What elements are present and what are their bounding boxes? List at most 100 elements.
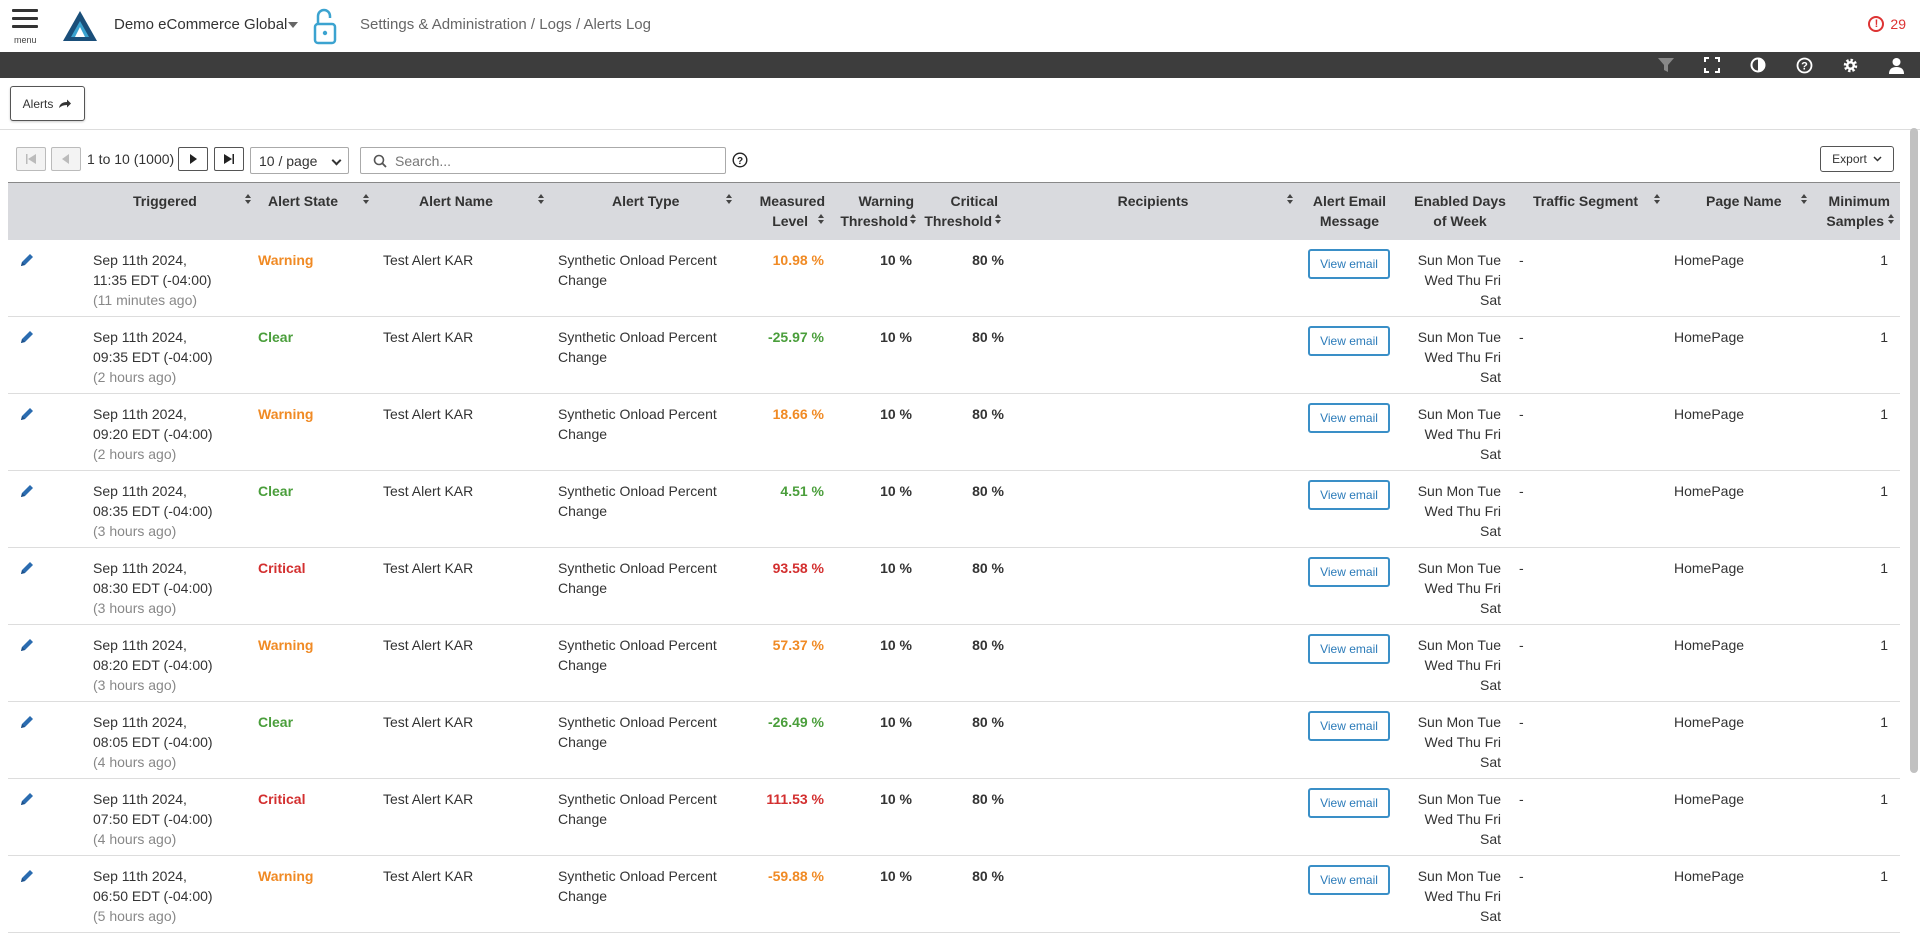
measured-level-value: -26.49 % xyxy=(767,714,824,730)
alert-type-line2: Change xyxy=(558,734,608,750)
column-header-measured-level[interactable]: Measured Level xyxy=(743,182,828,240)
view-email-button[interactable]: View email xyxy=(1308,480,1390,510)
pencil-edit-icon[interactable] xyxy=(19,714,35,730)
sort-icon[interactable] xyxy=(244,193,252,207)
pencil-edit-icon[interactable] xyxy=(19,868,35,884)
sort-icon[interactable] xyxy=(537,193,545,207)
column-header-traffic-segment[interactable]: Traffic Segment xyxy=(1519,182,1666,240)
alert-state-badge: Warning xyxy=(258,637,314,653)
triggered-time: 08:05 EDT (-04:00) xyxy=(93,734,213,750)
table-row: Sep 11th 2024, 11:35 EDT (-04:00) (11 mi… xyxy=(8,239,1900,317)
alert-name: Test Alert KAR xyxy=(383,483,474,499)
toolbar: ? xyxy=(0,52,1920,78)
alert-type-line2: Change xyxy=(558,503,608,519)
sort-icon[interactable] xyxy=(1286,193,1294,207)
user-icon[interactable] xyxy=(1886,55,1906,75)
app-switcher-chevron-down-icon[interactable] xyxy=(288,22,298,28)
alert-state-cell: Warning xyxy=(258,624,383,702)
column-header-triggered[interactable]: Triggered xyxy=(93,182,258,240)
pencil-edit-icon[interactable] xyxy=(19,329,35,345)
settings-icon[interactable] xyxy=(1840,55,1860,75)
column-header-recipients[interactable]: Recipients xyxy=(1008,182,1298,240)
last-page-button[interactable] xyxy=(214,147,244,171)
sort-icon[interactable] xyxy=(1887,213,1895,227)
days-line3: Sat xyxy=(1479,291,1501,308)
column-header-warning-threshold[interactable]: Warning Threshold xyxy=(828,182,920,240)
alert-state-badge: Warning xyxy=(258,406,314,422)
critical-threshold-cell: 80 % xyxy=(920,701,1008,779)
pencil-edit-icon[interactable] xyxy=(19,406,35,422)
measured-level-cell: -59.88 % xyxy=(743,855,828,933)
triggered-cell: Sep 11th 2024, 08:20 EDT (-04:00) (3 hou… xyxy=(93,624,258,702)
view-email-button[interactable]: View email xyxy=(1308,326,1390,356)
critical-threshold-cell: 80 % xyxy=(920,239,1008,317)
search-help-icon[interactable]: ? xyxy=(732,152,748,168)
pencil-edit-icon[interactable] xyxy=(19,637,35,653)
next-page-button[interactable] xyxy=(178,147,208,171)
measured-level-value: 10.98 % xyxy=(772,251,824,268)
column-header-page-name[interactable]: Page Name xyxy=(1666,182,1813,240)
column-header-alert-state[interactable]: Alert State xyxy=(258,182,383,240)
first-page-button[interactable] xyxy=(16,147,46,171)
sort-icon[interactable] xyxy=(994,213,1002,227)
menu-label: menu xyxy=(14,35,37,45)
critical-threshold-cell: 80 % xyxy=(920,316,1008,394)
triggered-relative: (3 hours ago) xyxy=(93,600,177,616)
column-header-alert-type[interactable]: Alert Type xyxy=(558,182,743,240)
pencil-edit-icon[interactable] xyxy=(19,483,35,499)
search-input[interactable] xyxy=(395,151,715,170)
days-line1: Sun Mon Tue xyxy=(1417,329,1501,345)
menu-button[interactable]: menu xyxy=(12,9,40,47)
column-header-critical-threshold[interactable]: Critical Threshold xyxy=(920,182,1008,240)
share-arrow-icon xyxy=(59,99,72,108)
triggered-cell: Sep 11th 2024, 09:20 EDT (-04:00) (2 hou… xyxy=(93,393,258,471)
minimum-samples-value: 1 xyxy=(1880,868,1888,884)
vertical-scrollbar[interactable] xyxy=(1910,128,1918,773)
triggered-relative: (3 hours ago) xyxy=(93,523,177,539)
column-header-alert-name[interactable]: Alert Name xyxy=(383,182,558,240)
warning-threshold-value: 10 % xyxy=(880,637,912,653)
minimum-samples-cell: 1 xyxy=(1813,778,1900,856)
triggered-date: Sep 11th 2024, xyxy=(93,714,187,730)
days-line3: Sat xyxy=(1479,600,1501,616)
column-header-minimum-samples[interactable]: Minimum Samples xyxy=(1813,182,1900,240)
triggered-date: Sep 11th 2024, xyxy=(93,868,187,884)
measured-level-cell: 18.66 % xyxy=(743,393,828,471)
help-icon[interactable]: ? xyxy=(1794,55,1814,75)
contrast-icon[interactable] xyxy=(1748,55,1768,75)
sort-icon[interactable] xyxy=(817,213,825,227)
minimum-samples-value: 1 xyxy=(1880,560,1888,576)
fullscreen-icon[interactable] xyxy=(1702,55,1722,75)
sort-icon[interactable] xyxy=(362,193,370,207)
table-row: Sep 11th 2024, 08:30 EDT (-04:00) (3 hou… xyxy=(8,547,1900,625)
view-email-button[interactable]: View email xyxy=(1308,557,1390,587)
sort-icon[interactable] xyxy=(1800,193,1808,207)
enabled-days-cell: Sun Mon Tue Wed Thu Fri Sat xyxy=(1401,316,1519,394)
tab-alerts[interactable]: Alerts xyxy=(10,86,85,121)
sort-icon[interactable] xyxy=(725,193,733,207)
alert-name-cell: Test Alert KAR xyxy=(383,624,558,702)
breadcrumb: Settings & Administration / Logs / Alert… xyxy=(360,16,651,33)
filter-icon[interactable] xyxy=(1656,55,1676,75)
table-row: Sep 11th 2024, 08:20 EDT (-04:00) (3 hou… xyxy=(8,624,1900,702)
export-button[interactable]: Export xyxy=(1820,146,1894,172)
unlock-icon[interactable] xyxy=(312,7,338,45)
column-header-enabled-days: Enabled Days of Week xyxy=(1401,182,1519,240)
pencil-edit-icon[interactable] xyxy=(19,791,35,807)
column-header-alert-email-message: Alert Email Message xyxy=(1298,182,1401,240)
warning-threshold-value: 10 % xyxy=(880,483,912,499)
alert-notification[interactable]: ! 29 xyxy=(1868,16,1906,32)
sort-icon[interactable] xyxy=(909,213,917,227)
view-email-button[interactable]: View email xyxy=(1308,865,1390,895)
pencil-edit-icon[interactable] xyxy=(19,560,35,576)
page-size-select[interactable]: 10 / page xyxy=(250,147,349,174)
view-email-button[interactable]: View email xyxy=(1308,711,1390,741)
previous-page-button[interactable] xyxy=(51,147,81,171)
days-line1: Sun Mon Tue xyxy=(1417,637,1501,653)
view-email-button[interactable]: View email xyxy=(1308,634,1390,664)
sort-icon[interactable] xyxy=(1653,193,1661,207)
view-email-button[interactable]: View email xyxy=(1308,788,1390,818)
view-email-button[interactable]: View email xyxy=(1308,248,1390,279)
view-email-button[interactable]: View email xyxy=(1308,403,1390,433)
pencil-edit-icon[interactable] xyxy=(19,252,35,268)
